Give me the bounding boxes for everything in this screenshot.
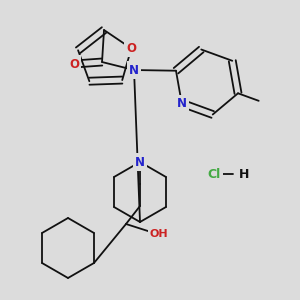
Text: OH: OH bbox=[150, 229, 168, 239]
Text: N: N bbox=[177, 97, 187, 110]
Text: Cl: Cl bbox=[207, 167, 220, 181]
Text: N: N bbox=[135, 155, 145, 169]
Text: N: N bbox=[129, 64, 139, 76]
Text: H: H bbox=[239, 167, 249, 181]
Text: O: O bbox=[126, 42, 136, 55]
Text: O: O bbox=[69, 58, 79, 70]
